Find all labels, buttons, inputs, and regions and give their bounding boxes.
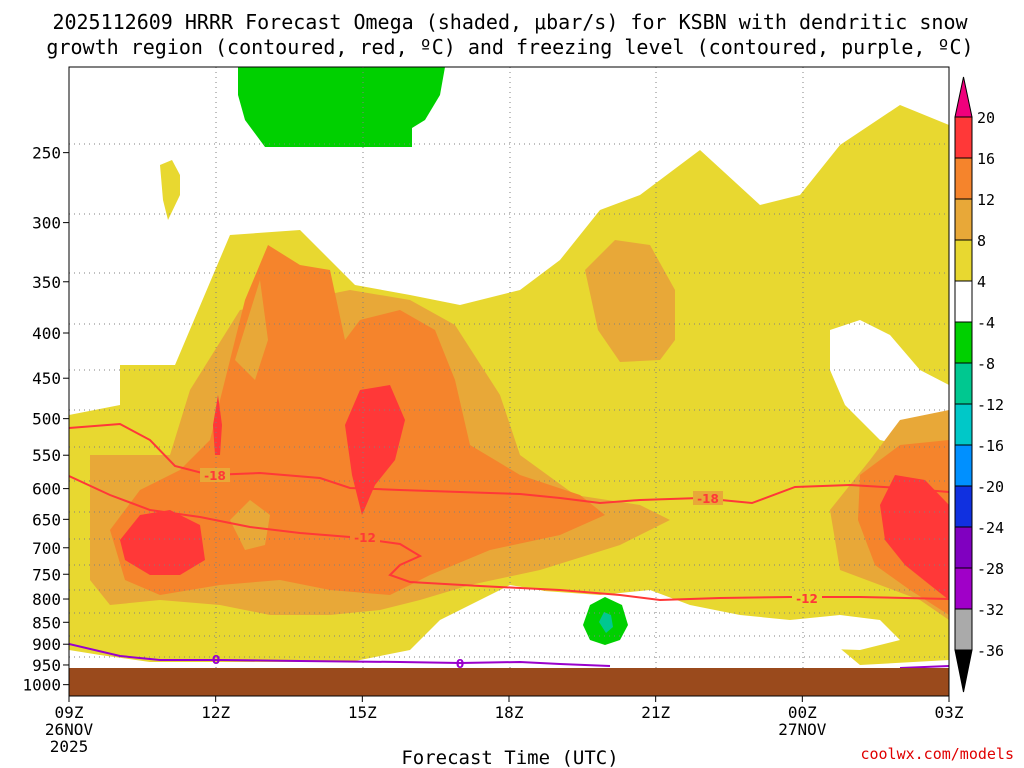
colorbar-level-label: -8 [977, 355, 995, 373]
colorbar-swatch [954, 321, 973, 364]
contour-dendritic-bottom [69, 475, 949, 602]
x-tick-label: 15Z [348, 703, 377, 722]
label-minus18-right: -18 [697, 492, 719, 506]
x-tick-label: 2025 [50, 737, 89, 756]
surface-ground [69, 668, 949, 696]
colorbar-swatch [954, 157, 973, 200]
colorbar: 20 16 12 8 4 -4 -8 -12 -16 -20 -24 -28 -32 -36 [954, 76, 1004, 693]
credit-text: coolwx.com/models [860, 745, 1014, 763]
omega-negative-core [599, 612, 613, 633]
colorbar-level-label: -4 [977, 314, 995, 332]
colorbar-swatch [954, 526, 973, 569]
y-tick-label: 450 [32, 369, 61, 388]
colorbar-level-label: -36 [977, 642, 1004, 660]
label-minus18-left: -18 [204, 469, 226, 483]
colorbar-swatch [954, 403, 973, 446]
colorbar-swatch [954, 608, 973, 651]
x-tick-label: 00Z [788, 703, 817, 722]
chart-title-line2: growth region (contoured, red, ºC) and f… [46, 35, 973, 59]
grid [69, 67, 949, 696]
label-zero-left: 0 [212, 653, 220, 667]
omega-shade-small-upper [160, 160, 180, 220]
x-tick-label: 09Z [55, 703, 84, 722]
y-tick-label: 250 [32, 144, 61, 163]
y-axis: 250 300 350 400 450 500 550 600 650 700 750 800 850 9… [22, 144, 69, 695]
label-minus12-left: -12 [354, 531, 376, 545]
y-tick-label: 700 [32, 539, 61, 558]
contour-dendritic-top [69, 422, 949, 505]
label-minus12-right: -12 [796, 592, 818, 606]
colorbar-level-label: 16 [977, 150, 995, 168]
y-tick-label: 900 [32, 635, 61, 654]
contour-freezing-level [69, 643, 611, 667]
omega-max-left [120, 510, 205, 575]
chart-title-line1: 2025112609 HRRR Forecast Omega (shaded, … [52, 10, 968, 34]
colorbar-swatch [954, 567, 973, 610]
y-tick-label: 950 [32, 656, 61, 675]
colorbar-level-label: -28 [977, 560, 1004, 578]
colorbar-swatch [954, 444, 973, 487]
y-tick-label: 500 [32, 410, 61, 429]
x-tick-label: 21Z [641, 703, 670, 722]
y-tick-label: 850 [32, 613, 61, 632]
omega-max-right [880, 475, 949, 600]
colorbar-level-label: 20 [977, 109, 995, 127]
x-axis-label: Forecast Time (UTC) [401, 747, 618, 768]
omega-shade-8-12-upper [585, 240, 675, 362]
colorbar-level-label: 8 [977, 232, 986, 250]
y-tick-label: 650 [32, 510, 61, 529]
y-tick-label: 350 [32, 273, 61, 292]
colorbar-swatch [954, 116, 973, 159]
y-tick-label: 300 [32, 214, 61, 233]
y-tick-label: 400 [32, 324, 61, 343]
colorbar-level-label: -12 [977, 396, 1004, 414]
y-tick-label: 1000 [22, 676, 61, 695]
contour-freezing-level-right [899, 665, 949, 669]
plot-area [69, 67, 949, 696]
x-tick-label: 03Z [935, 703, 964, 722]
omega-shade-8-12-inner2 [235, 280, 268, 380]
y-tick-label: 800 [32, 590, 61, 609]
x-tick-label: 26NOV [45, 720, 94, 739]
colorbar-level-label: -16 [977, 437, 1004, 455]
colorbar-level-label: 4 [977, 273, 986, 291]
colorbar-level-label: -20 [977, 478, 1004, 496]
omega-white-hole-lower [455, 590, 900, 650]
colorbar-swatch [954, 239, 973, 282]
colorbar-min-triangle [954, 649, 973, 693]
y-tick-label: 600 [32, 480, 61, 499]
colorbar-swatch [954, 280, 973, 323]
omega-negative-top [238, 67, 445, 147]
colorbar-max-triangle [954, 76, 973, 118]
x-tick-label: 27NOV [778, 720, 827, 739]
colorbar-level-label: -32 [977, 601, 1004, 619]
x-tick-label: 18Z [495, 703, 524, 722]
x-tick-label: 12Z [201, 703, 230, 722]
y-tick-label: 750 [32, 565, 61, 584]
colorbar-level-label: -24 [977, 519, 1004, 537]
omega-max-center [345, 385, 405, 515]
colorbar-swatch [954, 198, 973, 241]
colorbar-swatch [954, 362, 973, 405]
label-zero-right: 0 [456, 657, 464, 671]
colorbar-level-label: 12 [977, 191, 995, 209]
y-tick-label: 550 [32, 446, 61, 465]
colorbar-swatch [954, 485, 973, 528]
contour-labels: -18 -18 -12 -12 0 0 [200, 468, 822, 671]
